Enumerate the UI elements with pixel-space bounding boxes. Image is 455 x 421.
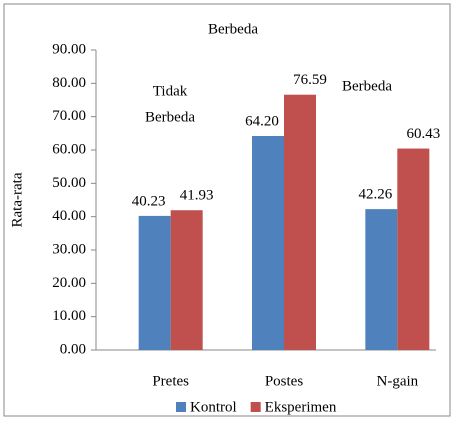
y-tick-label: 80.00 [52, 75, 86, 91]
value-label: 40.23 [132, 193, 166, 209]
annotation: Tidak [153, 83, 188, 99]
value-label: 41.93 [180, 188, 214, 204]
chart-title: Berbeda [208, 21, 258, 37]
y-tick-label: 90.00 [52, 41, 86, 57]
value-label: 42.26 [358, 187, 392, 203]
legend-swatch [250, 402, 261, 412]
y-tick-label: 60.00 [52, 141, 86, 157]
legend-label: Eksperimen [265, 399, 337, 415]
annotation: Berbeda [342, 78, 392, 94]
y-axis-label: Rata-rata [9, 172, 25, 227]
annotation: Berbeda [145, 109, 195, 125]
x-tick-label: N-gain [377, 373, 419, 389]
bar [365, 209, 398, 350]
y-tick-label: 0.00 [60, 341, 86, 357]
bar [170, 210, 203, 350]
bar [138, 215, 171, 350]
bar [252, 136, 284, 350]
y-tick-label: 20.00 [52, 275, 86, 291]
x-tick-label: Pretes [152, 373, 189, 389]
y-tick-label: 10.00 [52, 308, 86, 324]
y-tick-label: 40.00 [52, 208, 86, 224]
legend-swatch [176, 402, 186, 412]
x-tick-label: Postes [265, 373, 304, 389]
bar [284, 94, 316, 350]
bar [397, 148, 430, 350]
y-tick-label: 70.00 [52, 108, 86, 124]
legend-label: Kontrol [190, 399, 237, 415]
value-label: 64.20 [245, 113, 279, 129]
value-label: 76.59 [293, 72, 327, 88]
value-label: 60.43 [406, 126, 440, 142]
y-tick-label: 30.00 [52, 241, 86, 257]
y-tick-label: 50.00 [52, 175, 86, 191]
